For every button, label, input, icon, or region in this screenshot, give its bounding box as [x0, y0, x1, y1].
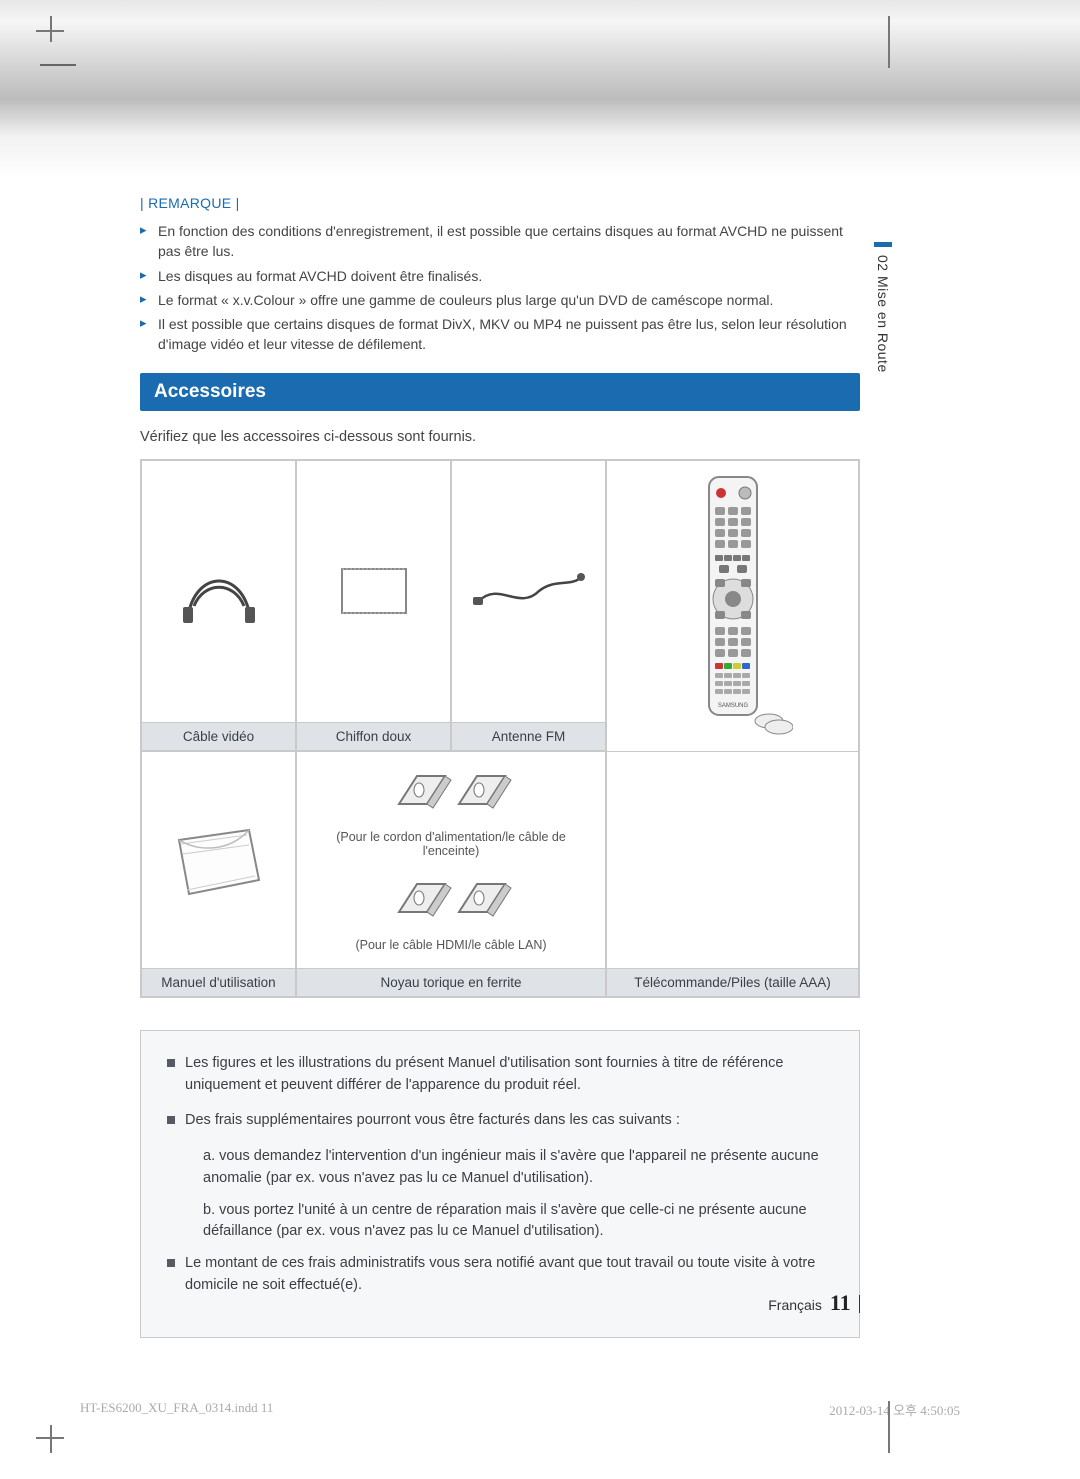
accessory-cell-remote-top: SAMSUNG [606, 460, 859, 751]
remote-control-icon: SAMSUNG [607, 461, 858, 751]
footer-bar-icon [859, 1295, 861, 1313]
fm-antenna-icon [452, 461, 605, 722]
side-tab-text: 02 Mise en Route [875, 255, 891, 373]
accessory-label: Noyau torique en ferrite [297, 968, 605, 996]
accessory-cell-manual: Manuel d'utilisation [141, 751, 296, 997]
remarque-item: Les disques au format AVCHD doivent être… [140, 266, 860, 286]
remarque-list: En fonction des conditions d'enregistrem… [140, 221, 860, 355]
accessory-cell-soft-cloth: Chiffon doux [296, 460, 451, 751]
accessory-cell-fm-antenna: Antenne FM [451, 460, 606, 751]
print-timestamp: 2012-03-14 오후 4:50:05 [829, 1400, 960, 1419]
accessories-grid: Câble vidéo Chiffon doux [140, 459, 860, 998]
soft-cloth-icon [297, 461, 450, 722]
note-subitem: b. vous portez l'unité à un centre de ré… [167, 1200, 833, 1244]
svg-text:SAMSUNG: SAMSUNG [717, 703, 748, 709]
accessories-row: Manuel d'utilisation [141, 751, 859, 997]
page-content: | REMARQUE | En fonction des conditions … [140, 195, 860, 1338]
crop-mark-icon [36, 30, 64, 32]
crop-mark-icon [888, 1401, 890, 1453]
video-cable-icon [142, 461, 295, 722]
ferrite-note: (Pour le cordon d'alimentation/le câble … [307, 824, 595, 864]
accessory-label: Chiffon doux [297, 722, 450, 750]
remarque-heading: | REMARQUE | [140, 195, 860, 211]
manual-page: 02 Mise en Route | REMARQUE | En fonctio… [0, 0, 1080, 1479]
section-title-bar: Accessoires [140, 373, 860, 411]
accessory-label: Télécommande/Piles (taille AAA) [607, 968, 858, 996]
side-tab-accent-icon [874, 242, 892, 247]
ferrite-note: (Pour le câble HDMI/le câble LAN) [349, 932, 552, 958]
manual-icon [142, 752, 295, 968]
accessory-label: Câble vidéo [142, 722, 295, 750]
footer-page-number: 11 [830, 1290, 851, 1315]
page-footer: Français 11 [768, 1290, 860, 1316]
note-item: Des frais supplémentaires pourront vous … [167, 1110, 833, 1132]
print-filename: HT-ES6200_XU_FRA_0314.indd 11 [80, 1400, 273, 1416]
side-chapter-tab: 02 Mise en Route [872, 242, 894, 373]
accessory-label: Antenne FM [452, 722, 605, 750]
footer-lang: Français [768, 1297, 822, 1313]
accessory-cell-ferrite: (Pour le cordon d'alimentation/le câble … [296, 751, 606, 997]
remarque-item: Le format « x.v.Colour » offre une gamme… [140, 290, 860, 310]
section-subtitle: Vérifiez que les accessoires ci-dessous … [140, 429, 860, 445]
accessories-row: Câble vidéo Chiffon doux [141, 460, 859, 751]
accessory-cell-remote-bottom: Télécommande/Piles (taille AAA) [606, 751, 859, 997]
crop-mark-icon [888, 16, 890, 68]
accessory-label: Manuel d'utilisation [142, 968, 295, 996]
top-banner [0, 0, 1080, 180]
accessory-cell-video-cable: Câble vidéo [141, 460, 296, 751]
ferrite-core-icon: (Pour le cordon d'alimentation/le câble … [297, 752, 605, 968]
note-item: Les figures et les illustrations du prés… [167, 1053, 833, 1097]
crop-mark-icon [50, 16, 52, 42]
note-subitem: a. vous demandez l'intervention d'un ing… [167, 1146, 833, 1190]
remarque-item: En fonction des conditions d'enregistrem… [140, 221, 860, 262]
crop-mark-icon [50, 1425, 52, 1453]
note-item: Le montant de ces frais administratifs v… [167, 1253, 833, 1297]
remarque-item: Il est possible que certains disques de … [140, 314, 860, 355]
notes-box: Les figures et les illustrations du prés… [140, 1030, 860, 1338]
